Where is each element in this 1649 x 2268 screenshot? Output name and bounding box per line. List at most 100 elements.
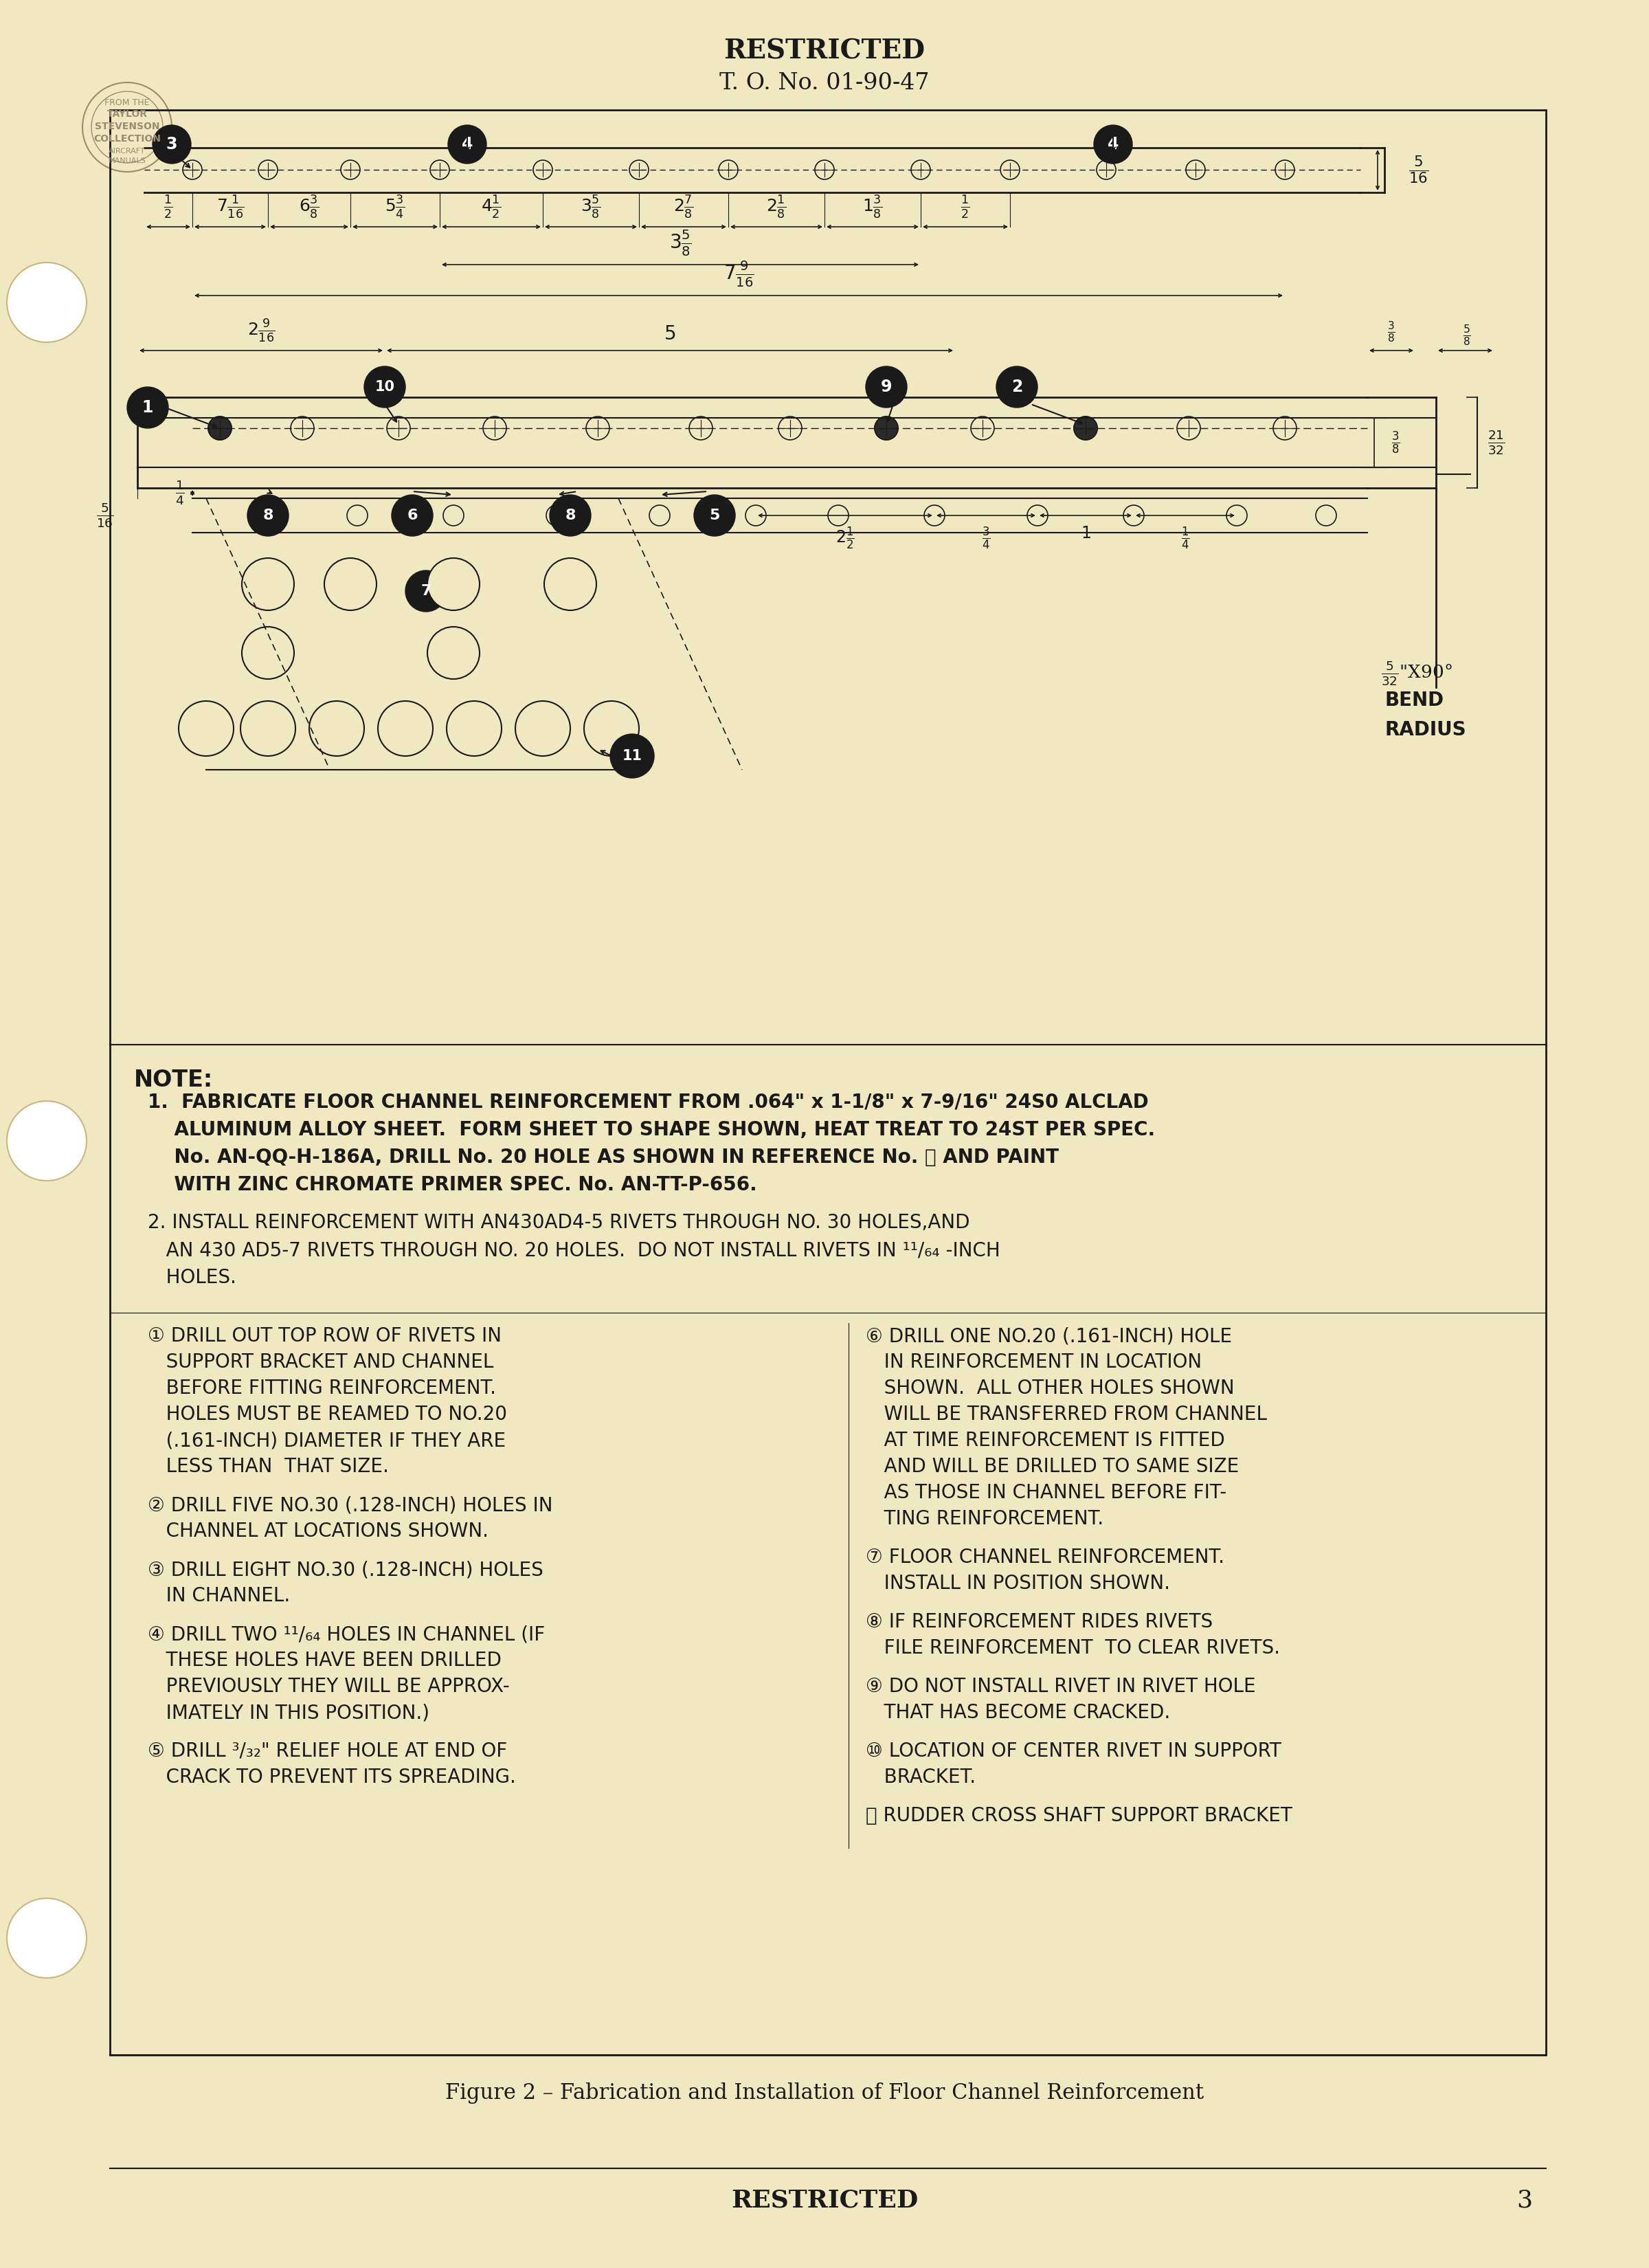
Text: 11: 11: [622, 748, 641, 762]
Text: $5\frac{3}{4}$: $5\frac{3}{4}$: [386, 195, 406, 220]
Text: 1: 1: [142, 399, 153, 415]
Text: AT TIME REINFORCEMENT IS FITTED: AT TIME REINFORCEMENT IS FITTED: [866, 1431, 1225, 1449]
Text: STEVENSON: STEVENSON: [94, 122, 160, 132]
Text: 10: 10: [374, 381, 394, 395]
Circle shape: [1073, 417, 1097, 440]
Circle shape: [874, 417, 899, 440]
Text: 4: 4: [462, 136, 473, 152]
Text: ② DRILL FIVE NO.30 (.128-INCH) HOLES IN: ② DRILL FIVE NO.30 (.128-INCH) HOLES IN: [148, 1495, 552, 1515]
Text: $\frac{5}{16}$: $\frac{5}{16}$: [96, 501, 114, 528]
Circle shape: [650, 506, 669, 526]
Text: ⑥ DRILL ONE NO.20 (.161-INCH) HOLE: ⑥ DRILL ONE NO.20 (.161-INCH) HOLE: [866, 1327, 1232, 1345]
Circle shape: [694, 494, 735, 535]
Circle shape: [444, 506, 463, 526]
Text: $\frac{3}{4}$: $\frac{3}{4}$: [981, 526, 991, 551]
Circle shape: [449, 125, 486, 163]
Text: 2. INSTALL REINFORCEMENT WITH AN430AD4-5 RIVETS THROUGH NO. 30 HOLES,AND: 2. INSTALL REINFORCEMENT WITH AN430AD4-5…: [148, 1213, 970, 1232]
Text: 7: 7: [420, 585, 432, 599]
Text: SHOWN.  ALL OTHER HOLES SHOWN: SHOWN. ALL OTHER HOLES SHOWN: [866, 1379, 1235, 1397]
Circle shape: [923, 506, 945, 526]
Text: $3\frac{5}{8}$: $3\frac{5}{8}$: [580, 195, 600, 220]
Circle shape: [1275, 161, 1294, 179]
Text: CHANNEL AT LOCATIONS SHOWN.: CHANNEL AT LOCATIONS SHOWN.: [148, 1522, 488, 1540]
Text: 4: 4: [1108, 136, 1118, 152]
Text: $\frac{3}{8}$: $\frac{3}{8}$: [1387, 320, 1395, 345]
Text: ⑧ IF REINFORCEMENT RIDES RIVETS: ⑧ IF REINFORCEMENT RIDES RIVETS: [866, 1613, 1212, 1631]
Text: BRACKET.: BRACKET.: [866, 1767, 976, 1787]
Text: IN REINFORCEMENT IN LOCATION: IN REINFORCEMENT IN LOCATION: [866, 1352, 1202, 1372]
Circle shape: [310, 701, 364, 755]
Text: $5$: $5$: [665, 324, 676, 345]
Text: IN CHANNEL.: IN CHANNEL.: [148, 1585, 290, 1606]
Circle shape: [1073, 417, 1097, 440]
Text: $\frac{21}{32}$: $\frac{21}{32}$: [1487, 429, 1506, 456]
Text: FILE REINFORCEMENT  TO CLEAR RIVETS.: FILE REINFORCEMENT TO CLEAR RIVETS.: [866, 1637, 1280, 1658]
Text: AS THOSE IN CHANNEL BEFORE FIT-: AS THOSE IN CHANNEL BEFORE FIT-: [866, 1483, 1227, 1501]
Circle shape: [388, 417, 411, 440]
Circle shape: [1123, 506, 1144, 526]
Text: NOTE:: NOTE:: [134, 1068, 213, 1091]
Circle shape: [259, 161, 277, 179]
Circle shape: [866, 367, 907, 408]
Text: $7\frac{1}{16}$: $7\frac{1}{16}$: [216, 195, 244, 220]
Circle shape: [996, 367, 1037, 408]
Circle shape: [447, 701, 501, 755]
Circle shape: [689, 417, 712, 440]
Text: 2: 2: [1011, 379, 1022, 395]
Text: LESS THAN  THAT SIZE.: LESS THAN THAT SIZE.: [148, 1456, 389, 1476]
Circle shape: [533, 161, 552, 179]
Circle shape: [341, 161, 359, 179]
Circle shape: [82, 82, 171, 172]
Text: 1.  FABRICATE FLOOR CHANNEL REINFORCEMENT FROM .064" x 1-1/8" x 7-9/16" 24S0 ALC: 1. FABRICATE FLOOR CHANNEL REINFORCEMENT…: [148, 1093, 1149, 1111]
Circle shape: [91, 91, 163, 163]
Circle shape: [7, 1100, 87, 1182]
Text: ④ DRILL TWO ¹¹/₆₄ HOLES IN CHANNEL (IF: ④ DRILL TWO ¹¹/₆₄ HOLES IN CHANNEL (IF: [148, 1624, 546, 1644]
Text: 8: 8: [262, 508, 274, 522]
Text: AN 430 AD5-7 RIVETS THROUGH NO. 20 HOLES.  DO NOT INSTALL RIVETS IN ¹¹/₆₄ -INCH: AN 430 AD5-7 RIVETS THROUGH NO. 20 HOLES…: [148, 1241, 1001, 1259]
Text: T. O. No. 01-90-47: T. O. No. 01-90-47: [719, 73, 930, 95]
Text: No. AN-QQ-H-186A, DRILL No. 20 HOLE AS SHOWN IN REFERENCE No. ⓧ AND PAINT: No. AN-QQ-H-186A, DRILL No. 20 HOLE AS S…: [148, 1148, 1059, 1168]
Circle shape: [745, 506, 767, 526]
Circle shape: [1177, 417, 1200, 440]
Circle shape: [546, 506, 567, 526]
Circle shape: [183, 161, 203, 179]
Circle shape: [290, 417, 313, 440]
Text: 8: 8: [566, 508, 576, 522]
Text: $\frac{5}{8}$: $\frac{5}{8}$: [1463, 322, 1471, 347]
Text: $2\frac{1}{8}$: $2\frac{1}{8}$: [767, 195, 787, 220]
Text: ⑩ LOCATION OF CENTER RIVET IN SUPPORT: ⑩ LOCATION OF CENTER RIVET IN SUPPORT: [866, 1742, 1281, 1760]
Text: ⑨ DO NOT INSTALL RIVET IN RIVET HOLE: ⑨ DO NOT INSTALL RIVET IN RIVET HOLE: [866, 1676, 1257, 1696]
Text: AIRCRAFT: AIRCRAFT: [109, 147, 145, 154]
Circle shape: [585, 417, 610, 440]
Text: RESTRICTED: RESTRICTED: [731, 2189, 918, 2211]
Text: IMATELY IN THIS POSITION.): IMATELY IN THIS POSITION.): [148, 1703, 429, 1721]
Text: ① DRILL OUT TOP ROW OF RIVETS IN: ① DRILL OUT TOP ROW OF RIVETS IN: [148, 1327, 501, 1345]
Text: THESE HOLES HAVE BEEN DRILLED: THESE HOLES HAVE BEEN DRILLED: [148, 1651, 501, 1669]
Text: ⑤ DRILL ³/₃₂" RELIEF HOLE AT END OF: ⑤ DRILL ³/₃₂" RELIEF HOLE AT END OF: [148, 1742, 508, 1760]
Circle shape: [208, 417, 231, 440]
Circle shape: [1316, 506, 1336, 526]
Text: PREVIOUSLY THEY WILL BE APPROX-: PREVIOUSLY THEY WILL BE APPROX-: [148, 1676, 510, 1696]
Circle shape: [392, 494, 432, 535]
Text: WILL BE TRANSFERRED FROM CHANNEL: WILL BE TRANSFERRED FROM CHANNEL: [866, 1404, 1266, 1424]
Circle shape: [247, 494, 289, 535]
Text: WITH ZINC CHROMATE PRIMER SPEC. No. AN-TT-P-656.: WITH ZINC CHROMATE PRIMER SPEC. No. AN-T…: [148, 1175, 757, 1195]
Text: $\frac{5}{32}$"X90°: $\frac{5}{32}$"X90°: [1382, 660, 1453, 687]
Circle shape: [1093, 125, 1133, 163]
Circle shape: [483, 417, 506, 440]
Circle shape: [242, 626, 294, 678]
Text: TAYLOR: TAYLOR: [107, 109, 147, 118]
Text: BEND: BEND: [1385, 692, 1443, 710]
Text: 6: 6: [407, 508, 417, 522]
Text: $2\frac{1}{2}$: $2\frac{1}{2}$: [836, 526, 854, 551]
Circle shape: [427, 558, 480, 610]
Circle shape: [1273, 417, 1296, 440]
Text: 3: 3: [167, 136, 178, 152]
Circle shape: [325, 558, 376, 610]
Text: $2\frac{9}{16}$: $2\frac{9}{16}$: [247, 318, 275, 345]
Circle shape: [427, 626, 480, 678]
Text: ⑦ FLOOR CHANNEL REINFORCEMENT.: ⑦ FLOOR CHANNEL REINFORCEMENT.: [866, 1547, 1224, 1567]
Circle shape: [127, 388, 168, 429]
Text: HOLES.: HOLES.: [148, 1268, 236, 1288]
Text: $7\frac{9}{16}$: $7\frac{9}{16}$: [724, 261, 754, 288]
